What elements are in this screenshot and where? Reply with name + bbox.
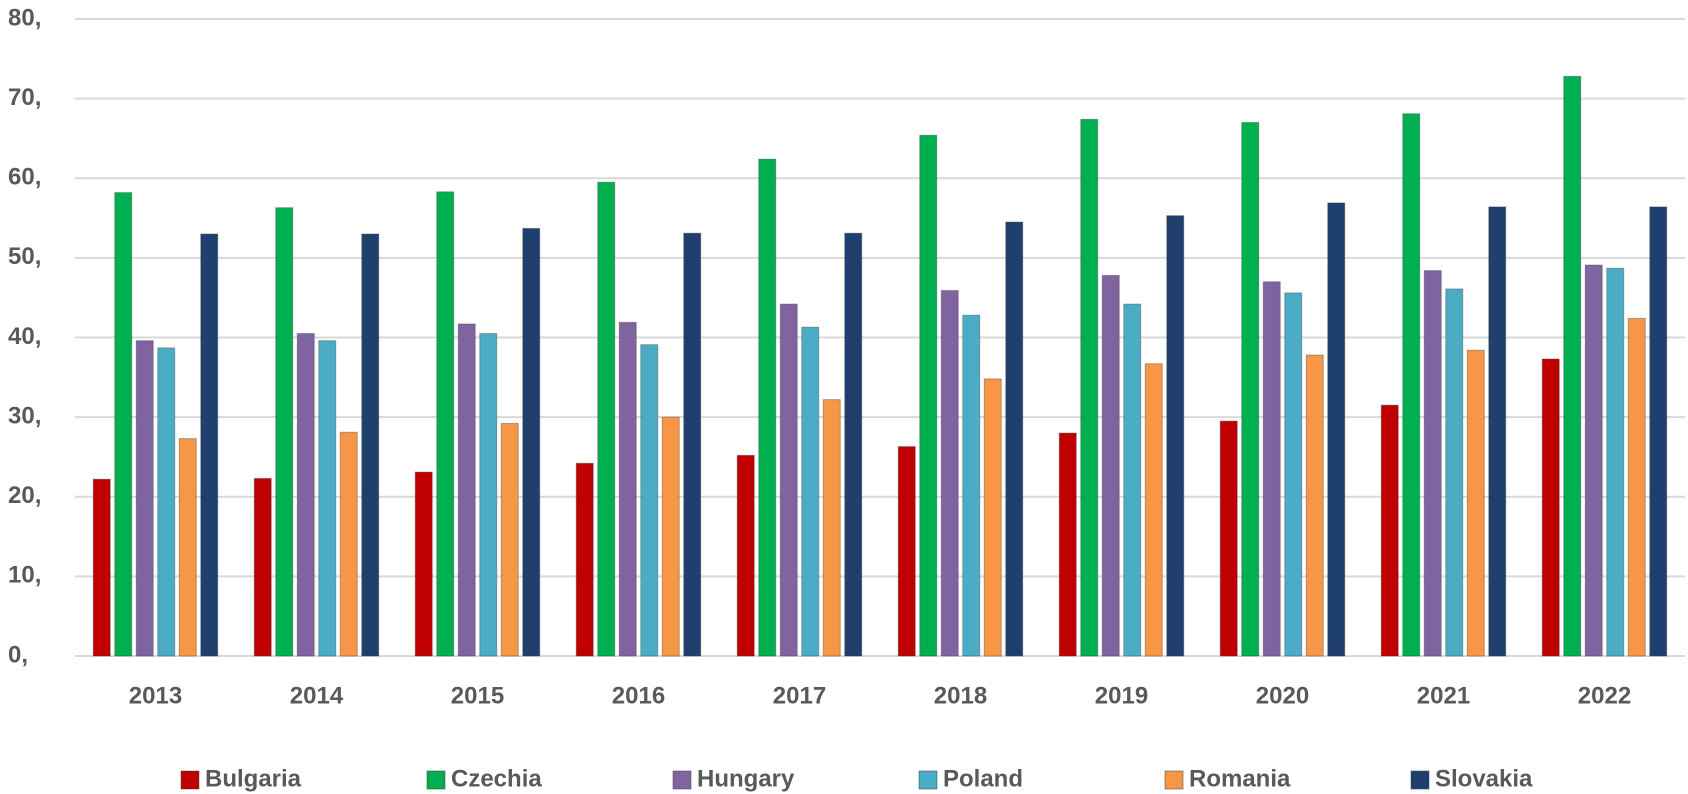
- legend-label: Bulgaria: [205, 765, 302, 792]
- bar: [1380, 404, 1399, 657]
- bar: [1563, 75, 1582, 657]
- legend-label: Slovakia: [1435, 765, 1533, 792]
- bar: [414, 471, 433, 657]
- y-tick-label: 30,: [8, 402, 41, 429]
- x-tick-label: 2018: [934, 682, 987, 709]
- bar: [1101, 274, 1120, 657]
- x-tick-label: 2017: [773, 682, 826, 709]
- bar: [758, 158, 777, 657]
- x-tick-label: 2014: [290, 682, 344, 709]
- bar: [1080, 118, 1099, 657]
- legend-label: Hungary: [697, 765, 795, 792]
- bar: [361, 233, 380, 657]
- bar: [1627, 317, 1646, 657]
- legend-swatch: [180, 770, 200, 790]
- bar: [919, 134, 938, 657]
- bar: [1123, 303, 1142, 657]
- bar: [844, 232, 863, 657]
- bar: [683, 232, 702, 657]
- bar: [522, 227, 541, 657]
- legend-swatch: [426, 770, 446, 790]
- bar: [1402, 113, 1421, 657]
- bar: [736, 454, 755, 657]
- bar: [178, 438, 197, 657]
- bar: [962, 314, 981, 657]
- bar: [575, 462, 594, 657]
- bar: [1144, 363, 1163, 657]
- bar: [135, 340, 154, 657]
- bar: [897, 446, 916, 657]
- bar: [1606, 267, 1625, 657]
- bar: [1005, 221, 1024, 657]
- legend-label: Romania: [1189, 765, 1291, 792]
- bar: [822, 399, 841, 657]
- bar: [940, 290, 959, 657]
- bar: [436, 191, 455, 657]
- bar: [640, 344, 659, 657]
- bar: [339, 431, 358, 657]
- bar: [457, 323, 476, 657]
- bar: [618, 321, 637, 657]
- bar: [983, 378, 1002, 657]
- x-tick-label: 2019: [1095, 682, 1148, 709]
- x-tick-label: 2013: [129, 682, 182, 709]
- bar: [1466, 349, 1485, 657]
- y-tick-label: 40,: [8, 323, 41, 350]
- y-tick-label: 0,: [8, 641, 28, 668]
- bar: [1166, 215, 1185, 657]
- bar: [661, 416, 680, 657]
- bar: [200, 233, 219, 657]
- bar: [296, 333, 315, 657]
- y-tick-label: 60,: [8, 164, 41, 191]
- bar: [479, 333, 498, 657]
- legend-swatch: [918, 770, 938, 790]
- bar: [1488, 206, 1507, 657]
- x-tick-label: 2021: [1417, 682, 1470, 709]
- bar: [157, 347, 176, 657]
- bar: [275, 207, 294, 657]
- legend-swatch: [672, 770, 692, 790]
- bar: [1541, 358, 1560, 657]
- legend-label: Poland: [943, 765, 1023, 792]
- bar: [1584, 264, 1603, 657]
- x-tick-label: 2016: [612, 682, 665, 709]
- bar: [1262, 281, 1281, 657]
- bar: [1058, 432, 1077, 657]
- bar: [253, 477, 272, 657]
- bar: [92, 478, 111, 657]
- legend-swatch: [1410, 770, 1430, 790]
- bar: [1445, 288, 1464, 657]
- bar: [801, 326, 820, 657]
- bar: [779, 303, 798, 657]
- bar: [114, 192, 133, 657]
- legend-swatch: [1164, 770, 1184, 790]
- y-tick-label: 20,: [8, 482, 41, 509]
- bar: [500, 422, 519, 657]
- bar: [318, 340, 337, 657]
- x-tick-label: 2022: [1578, 682, 1631, 709]
- x-tick-label: 2015: [451, 682, 504, 709]
- bar: [597, 181, 616, 657]
- bar: [1241, 122, 1260, 657]
- y-tick-label: 70,: [8, 84, 41, 111]
- bar: [1219, 420, 1238, 657]
- bar: [1305, 354, 1324, 657]
- bar: [1284, 292, 1303, 657]
- y-tick-label: 50,: [8, 243, 41, 270]
- x-tick-label: 2020: [1256, 682, 1309, 709]
- legend-label: Czechia: [451, 765, 542, 792]
- bar: [1649, 206, 1668, 657]
- bar: [1423, 270, 1442, 657]
- y-tick-label: 80,: [8, 4, 41, 31]
- y-tick-label: 10,: [8, 562, 41, 589]
- bar: [1327, 202, 1346, 657]
